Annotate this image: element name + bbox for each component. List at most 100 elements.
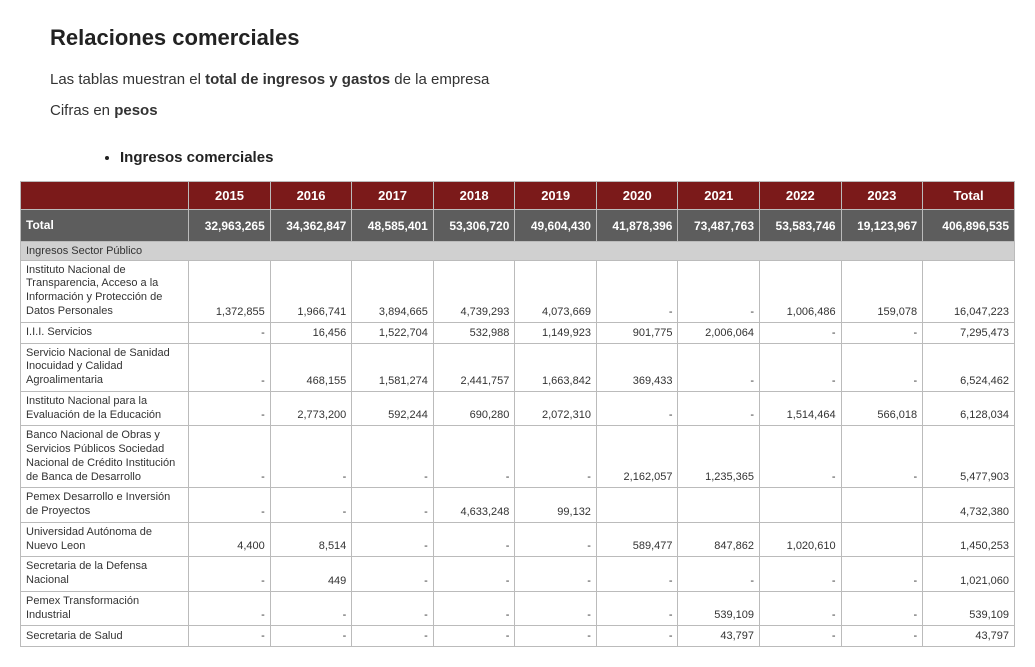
col-2022: 2022 <box>760 181 842 209</box>
data-cell: - <box>352 591 434 626</box>
data-cell <box>760 488 842 523</box>
data-cell <box>596 488 678 523</box>
data-cell: 1,021,060 <box>923 557 1015 592</box>
col-2018: 2018 <box>433 181 515 209</box>
row-label: Secretaria de Salud <box>21 626 189 647</box>
data-cell: - <box>433 522 515 557</box>
data-cell: 690,280 <box>433 391 515 426</box>
subtitle-suffix: de la empresa <box>390 71 489 88</box>
data-cell: 4,073,669 <box>515 260 597 322</box>
row-label: Universidad Autónoma de Nuevo Leon <box>21 522 189 557</box>
data-cell: 589,477 <box>596 522 678 557</box>
data-cell: - <box>270 426 352 488</box>
data-cell: 43,797 <box>923 626 1015 647</box>
data-cell: 1,372,855 <box>189 260 271 322</box>
data-cell: - <box>433 426 515 488</box>
data-cell: 566,018 <box>841 391 923 426</box>
data-cell: 3,894,665 <box>352 260 434 322</box>
table-row: I.I.I. Servicios-16,4561,522,704532,9881… <box>21 322 1015 343</box>
data-cell: 468,155 <box>270 343 352 391</box>
row-label: Banco Nacional de Obras y Servicios Públ… <box>21 426 189 488</box>
data-cell: 1,663,842 <box>515 343 597 391</box>
table-header: 2015 2016 2017 2018 2019 2020 2021 2022 … <box>21 181 1015 209</box>
data-cell: 1,235,365 <box>678 426 760 488</box>
data-cell: 901,775 <box>596 322 678 343</box>
subtitle-bold: total de ingresos y gastos <box>205 71 390 88</box>
data-cell: 16,047,223 <box>923 260 1015 322</box>
col-2017: 2017 <box>352 181 434 209</box>
data-cell: 449 <box>270 557 352 592</box>
data-cell: - <box>189 488 271 523</box>
row-label: Instituto Nacional para la Evaluación de… <box>21 391 189 426</box>
table-row: Secretaria de la Defensa Nacional-449---… <box>21 557 1015 592</box>
data-cell: - <box>189 426 271 488</box>
data-cell: - <box>433 626 515 647</box>
data-cell: - <box>841 322 923 343</box>
data-cell: - <box>189 591 271 626</box>
data-cell: - <box>515 426 597 488</box>
data-cell: 1,020,610 <box>760 522 842 557</box>
data-cell: - <box>433 557 515 592</box>
table-row: Secretaria de Salud------43,797--43,797 <box>21 626 1015 647</box>
data-cell: 539,109 <box>923 591 1015 626</box>
table-row: Servicio Nacional de Sanidad Inocuidad y… <box>21 343 1015 391</box>
table-row: Universidad Autónoma de Nuevo Leon4,4008… <box>21 522 1015 557</box>
table-row: Instituto Nacional para la Evaluación de… <box>21 391 1015 426</box>
data-cell: - <box>515 591 597 626</box>
total-row: Total32,963,26534,362,84748,585,40153,30… <box>21 209 1015 241</box>
row-label: Servicio Nacional de Sanidad Inocuidad y… <box>21 343 189 391</box>
data-cell: - <box>841 343 923 391</box>
total-cell: 53,583,746 <box>760 209 842 241</box>
data-cell: - <box>596 557 678 592</box>
table-row: Pemex Transformación Industrial------539… <box>21 591 1015 626</box>
data-cell: 43,797 <box>678 626 760 647</box>
row-label: Pemex Transformación Industrial <box>21 591 189 626</box>
total-label: Total <box>21 209 189 241</box>
data-cell: 592,244 <box>352 391 434 426</box>
data-cell: - <box>596 626 678 647</box>
subtitle-prefix: Las tablas muestran el <box>50 71 205 88</box>
section-row: Ingresos Sector Público <box>21 241 1015 260</box>
data-cell: 369,433 <box>596 343 678 391</box>
data-cell: - <box>352 557 434 592</box>
data-cell: - <box>189 557 271 592</box>
total-cell: 406,896,535 <box>923 209 1015 241</box>
data-cell: 847,862 <box>678 522 760 557</box>
data-cell: 532,988 <box>433 322 515 343</box>
data-cell: - <box>841 426 923 488</box>
units-prefix: Cifras en <box>50 102 114 119</box>
data-cell: 4,739,293 <box>433 260 515 322</box>
total-cell: 41,878,396 <box>596 209 678 241</box>
data-cell: - <box>515 522 597 557</box>
data-cell: 539,109 <box>678 591 760 626</box>
data-cell: 4,732,380 <box>923 488 1015 523</box>
data-cell: - <box>841 626 923 647</box>
data-cell: 6,524,462 <box>923 343 1015 391</box>
data-cell: - <box>841 557 923 592</box>
col-total: Total <box>923 181 1015 209</box>
data-cell: - <box>678 557 760 592</box>
data-cell: 1,966,741 <box>270 260 352 322</box>
units-bold: pesos <box>114 102 157 119</box>
data-cell: - <box>352 426 434 488</box>
total-cell: 53,306,720 <box>433 209 515 241</box>
total-cell: 34,362,847 <box>270 209 352 241</box>
data-cell: - <box>352 488 434 523</box>
data-cell: 1,514,464 <box>760 391 842 426</box>
data-cell: - <box>678 260 760 322</box>
section-header-cell: Ingresos Sector Público <box>21 241 1015 260</box>
units-line: Cifras en pesos <box>50 102 985 119</box>
table-row: Banco Nacional de Obras y Servicios Públ… <box>21 426 1015 488</box>
total-cell: 73,487,763 <box>678 209 760 241</box>
data-cell: - <box>596 591 678 626</box>
data-cell: - <box>760 626 842 647</box>
row-label: Pemex Desarrollo e Inversión de Proyecto… <box>21 488 189 523</box>
data-cell <box>841 488 923 523</box>
data-cell <box>678 488 760 523</box>
data-cell <box>841 522 923 557</box>
data-cell: - <box>678 343 760 391</box>
data-cell: - <box>760 426 842 488</box>
subtitle: Las tablas muestran el total de ingresos… <box>50 69 985 92</box>
data-cell: 99,132 <box>515 488 597 523</box>
table-body: Total32,963,26534,362,84748,585,40153,30… <box>21 209 1015 647</box>
